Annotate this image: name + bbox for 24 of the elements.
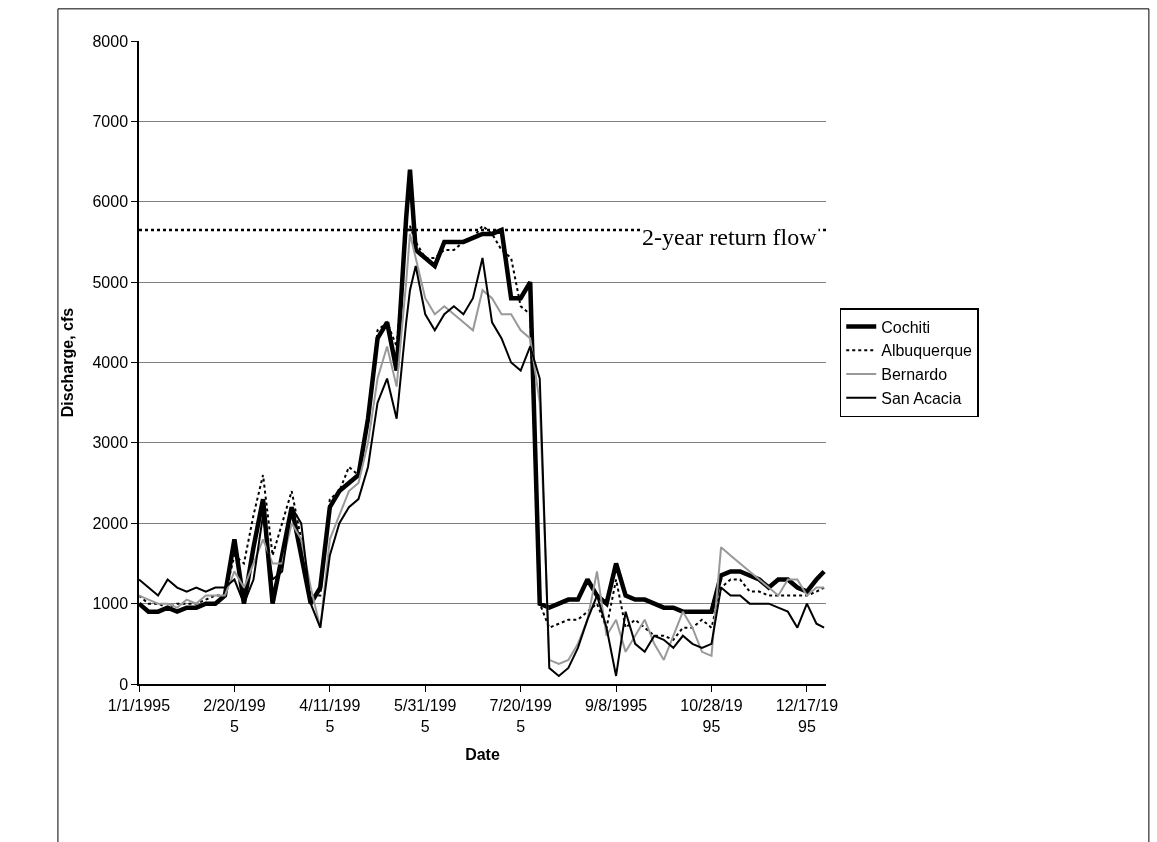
y-tick-label: 8000 <box>92 32 129 50</box>
x-axis-title: Date <box>465 745 500 763</box>
x-tick-label: 12/17/19 95 <box>775 696 839 735</box>
y-tick-label: 3000 <box>92 434 129 452</box>
y-tick-label: 0 <box>119 675 129 693</box>
x-tick-label: 1/1/1995 <box>107 696 171 714</box>
ref-line-label: 2-year return flow <box>642 224 818 250</box>
legend-label: San Acacia <box>881 390 962 408</box>
y-tick-label: 2000 <box>92 514 129 532</box>
y-axis-title: Discharge, cfs <box>58 307 76 418</box>
x-tick-label: 4/11/199 5 <box>299 696 361 735</box>
y-tick-label: 6000 <box>92 193 129 211</box>
y-tick-label: 7000 <box>92 112 129 130</box>
y-tick-label: 1000 <box>92 595 129 613</box>
x-tick-label: 9/8/1995 <box>584 696 648 714</box>
y-tick-label: 5000 <box>92 273 129 291</box>
x-tick-label: 7/20/199 5 <box>489 696 552 735</box>
x-tick-label: 2/20/199 5 <box>203 696 266 735</box>
legend-label: Albuquerque <box>881 342 973 360</box>
legend-label: Cochiti <box>881 318 931 336</box>
x-tick-label: 10/28/19 95 <box>680 696 743 735</box>
y-tick-label: 4000 <box>92 354 129 372</box>
legend-label: Bernardo <box>881 366 948 384</box>
x-tick-label: 5/31/199 5 <box>394 696 457 735</box>
